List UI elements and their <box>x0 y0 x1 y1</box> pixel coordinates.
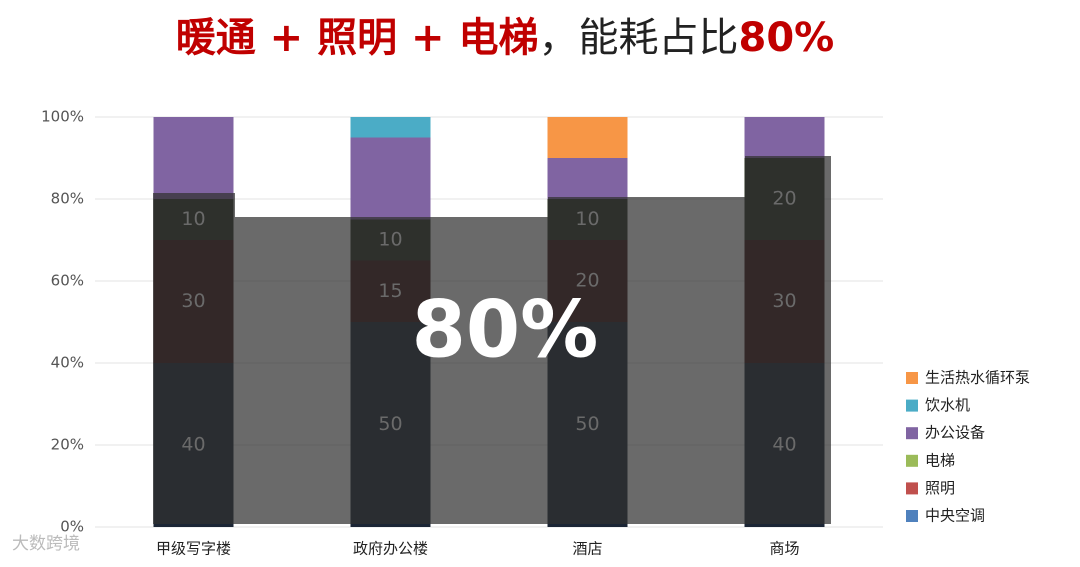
legend-label: 生活热水循环泵 <box>925 369 1030 387</box>
bar-segment <box>547 117 628 158</box>
title-part: 暖通 + 照明 + 电梯 <box>176 15 539 61</box>
data-label: 10 <box>378 229 402 251</box>
legend-swatch <box>906 454 918 467</box>
data-label: 40 <box>772 434 796 456</box>
legend-label: 电梯 <box>925 451 955 469</box>
y-tick-label: 60% <box>51 272 84 290</box>
data-label: 50 <box>378 413 402 435</box>
data-label: 50 <box>575 413 599 435</box>
y-tick-label: 100% <box>41 108 84 126</box>
data-label: 10 <box>575 208 599 230</box>
title-part: ，能耗占比 <box>538 15 738 61</box>
x-tick-label: 政府办公楼 <box>353 540 428 558</box>
bar-segment <box>744 117 825 158</box>
legend-swatch <box>906 427 918 440</box>
y-tick-label: 40% <box>51 354 84 372</box>
legend-label: 办公设备 <box>925 424 985 442</box>
legend-label: 饮水机 <box>925 396 970 414</box>
bar-segment <box>153 117 234 199</box>
bar-segment <box>547 158 628 199</box>
y-tick-label: 80% <box>51 190 84 208</box>
y-tick-label: 20% <box>51 436 84 454</box>
y-tick-label: 0% <box>60 518 84 536</box>
legend-label: 照明 <box>925 479 955 497</box>
legend-label: 中央空调 <box>925 507 985 525</box>
title-part: 80% <box>738 15 834 61</box>
data-label: 20 <box>772 188 796 210</box>
data-label: 30 <box>181 290 205 312</box>
data-label: 15 <box>378 280 402 302</box>
bar-segment <box>350 117 431 138</box>
x-tick-label: 酒店 <box>572 540 602 558</box>
x-tick-label: 商场 <box>769 540 799 558</box>
data-label: 40 <box>181 434 205 456</box>
overlay <box>153 156 831 524</box>
x-tick-label: 甲级写字楼 <box>156 540 231 558</box>
bar-segment <box>350 137 431 220</box>
data-label: 10 <box>181 208 205 230</box>
annotation: 80% <box>412 285 599 375</box>
legend-swatch <box>906 399 918 412</box>
legend-swatch <box>906 482 918 495</box>
chart-title: 暖通 + 照明 + 电梯，能耗占比80% <box>176 15 834 61</box>
legend-swatch <box>906 510 918 522</box>
legend-swatch <box>906 372 918 384</box>
data-label: 30 <box>772 290 796 312</box>
data-label: 20 <box>575 270 599 292</box>
watermark: 大数跨境 <box>12 534 80 554</box>
